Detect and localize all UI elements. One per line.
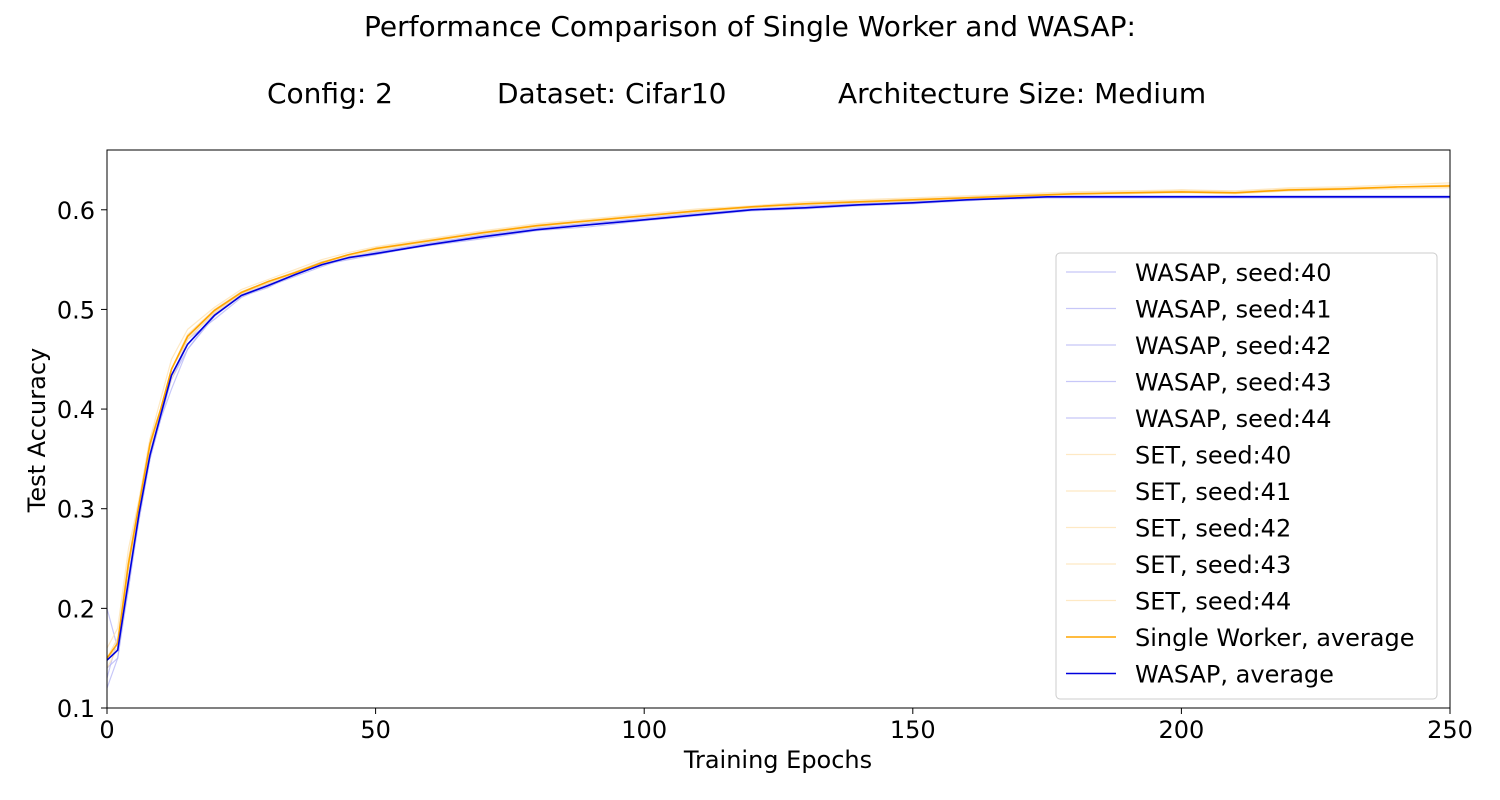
x-tick-label-5: 250 — [1427, 716, 1473, 744]
plot-frame — [106, 149, 1451, 709]
subtitle-config: Config: 2 — [267, 77, 393, 110]
y-tick-label-1: 0.2 — [57, 595, 95, 623]
subtitle-architecture: Architecture Size: Medium — [838, 77, 1207, 110]
legend-label-9: SET, seed:44 — [1135, 588, 1291, 616]
plot-lines — [106, 182, 1451, 689]
legend-label-11: WASAP, average — [1135, 661, 1334, 689]
y-axis-label: Test Accuracy — [23, 348, 51, 513]
x-axis-label: Training Epochs — [683, 746, 872, 774]
x-tick-label-2: 100 — [621, 716, 667, 744]
series-line-10 — [106, 185, 1451, 659]
legend-label-10: Single Worker, average — [1135, 624, 1414, 652]
legend: WASAP, seed:40 WASAP, seed:41 WASAP, seed:… — [1055, 252, 1438, 700]
x-tick-label-1: 50 — [360, 716, 391, 744]
y-axis-ticks: 0.1 0.2 0.3 0.4 0.5 0.6 — [57, 197, 107, 723]
y-tick-label-4: 0.5 — [57, 296, 95, 324]
legend-label-2: WASAP, seed:42 — [1135, 332, 1332, 360]
subtitle-dataset: Dataset: Cifar10 — [497, 77, 727, 110]
legend-label-5: SET, seed:40 — [1135, 442, 1291, 470]
x-tick-label-0: 0 — [99, 716, 114, 744]
x-tick-label-4: 200 — [1158, 716, 1204, 744]
y-tick-label-2: 0.3 — [57, 496, 95, 524]
legend-label-8: SET, seed:43 — [1135, 551, 1291, 579]
x-tick-label-3: 150 — [890, 716, 936, 744]
y-tick-label-3: 0.4 — [57, 396, 95, 424]
legend-label-0: WASAP, seed:40 — [1135, 259, 1332, 287]
x-axis-ticks: 0 50 100 150 200 250 — [99, 708, 1473, 744]
chart-title: Performance Comparison of Single Worker … — [364, 10, 1136, 43]
legend-label-4: WASAP, seed:44 — [1135, 405, 1332, 433]
series-line-7 — [106, 182, 1451, 649]
y-tick-label-0: 0.1 — [57, 695, 95, 723]
legend-box — [1055, 252, 1438, 700]
series-line-11 — [106, 196, 1450, 661]
legend-label-1: WASAP, seed:41 — [1135, 296, 1332, 324]
legend-label-7: SET, seed:42 — [1135, 515, 1291, 543]
legend-label-3: WASAP, seed:43 — [1135, 369, 1332, 397]
legend-label-6: SET, seed:41 — [1135, 478, 1291, 506]
y-tick-label-5: 0.6 — [57, 197, 95, 225]
